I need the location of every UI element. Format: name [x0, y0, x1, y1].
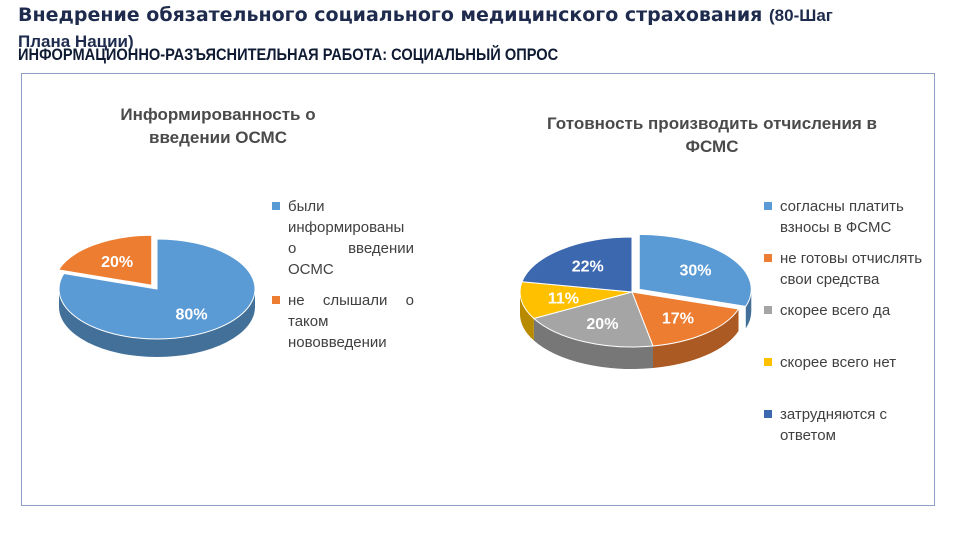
chart-2-legend-item: скорее всего да — [764, 300, 929, 321]
page-title-suffix: (80-Шаг — [769, 6, 833, 25]
pie-data-label: 22% — [572, 259, 604, 276]
pie-slice — [638, 233, 752, 307]
page-subtitle: ИНФОРМАЦИОННО-РАЗЪЯСНИТЕЛЬНАЯ РАБОТА: СО… — [18, 45, 559, 64]
pie-data-label: 17% — [662, 311, 694, 328]
page-title: Внедрение обязательного социального меди… — [18, 4, 948, 26]
legend-label: не слышали о таком нововведении — [288, 292, 414, 351]
legend-swatch — [272, 296, 280, 304]
pie-slice — [57, 234, 153, 286]
chart-2-legend: согласны платить взносы в ФСМС не готовы… — [764, 196, 929, 446]
legend-swatch — [764, 254, 772, 262]
pie-data-label: 20% — [101, 254, 133, 271]
pie-slice — [532, 291, 654, 348]
legend-swatch — [272, 202, 280, 210]
pie-data-label: 20% — [586, 316, 618, 333]
chart-1-title: Информированность о введении ОСМС — [120, 105, 316, 147]
legend-swatch — [764, 358, 772, 366]
legend-label: затрудняются с ответом — [780, 406, 888, 444]
legend-label: скорее всего да — [780, 302, 891, 319]
legend-swatch — [764, 202, 772, 210]
chart-2-legend-item: скорее всего нет — [764, 352, 929, 373]
chart-2-legend-item: согласны платить взносы в ФСМС — [764, 196, 929, 238]
pie-data-label: 30% — [679, 262, 711, 279]
pie-slice-side — [520, 292, 534, 341]
pie-slice — [631, 291, 740, 347]
page-title-continuation: Плана Нации) — [18, 32, 134, 51]
pie-slice-side — [59, 289, 255, 357]
pie-slice — [519, 281, 633, 320]
chart-2-title: Готовность производить отчисления в ФСМС — [546, 114, 878, 156]
pie-chart-readiness: 30% 17% 20% 11% 22% — [519, 233, 752, 369]
legend-swatch — [764, 306, 772, 314]
chart-1-legend: были информированы о введении ОСМС не сл… — [272, 196, 417, 353]
chart-2-legend-item: не готовы отчислять свои средства — [764, 248, 929, 290]
pie-slice — [521, 236, 633, 293]
pie-slice-side — [652, 308, 739, 369]
chart-1-legend-item: не слышали о таком нововведении — [272, 290, 417, 353]
pie-chart-informedness: 80% 20% — [57, 234, 256, 357]
pie-data-label: 80% — [176, 306, 208, 323]
legend-label: скорее всего нет — [780, 354, 897, 371]
pie-slice — [58, 238, 256, 340]
legend-label: согласны платить взносы в ФСМС — [780, 198, 904, 236]
legend-label: не готовы отчислять свои средства — [780, 250, 923, 288]
chart-frame: Информированность о введении ОСМС Готовн… — [21, 73, 935, 506]
chart-2-legend-item: затрудняются с ответом — [764, 404, 929, 446]
legend-swatch — [764, 410, 772, 418]
page-title-text: Внедрение обязательного социального меди… — [18, 4, 763, 26]
legend-label: были информированы о введении ОСМС — [288, 198, 414, 278]
pie-data-label: 11% — [548, 290, 579, 307]
chart-1-legend-item: были информированы о введении ОСМС — [272, 196, 417, 280]
